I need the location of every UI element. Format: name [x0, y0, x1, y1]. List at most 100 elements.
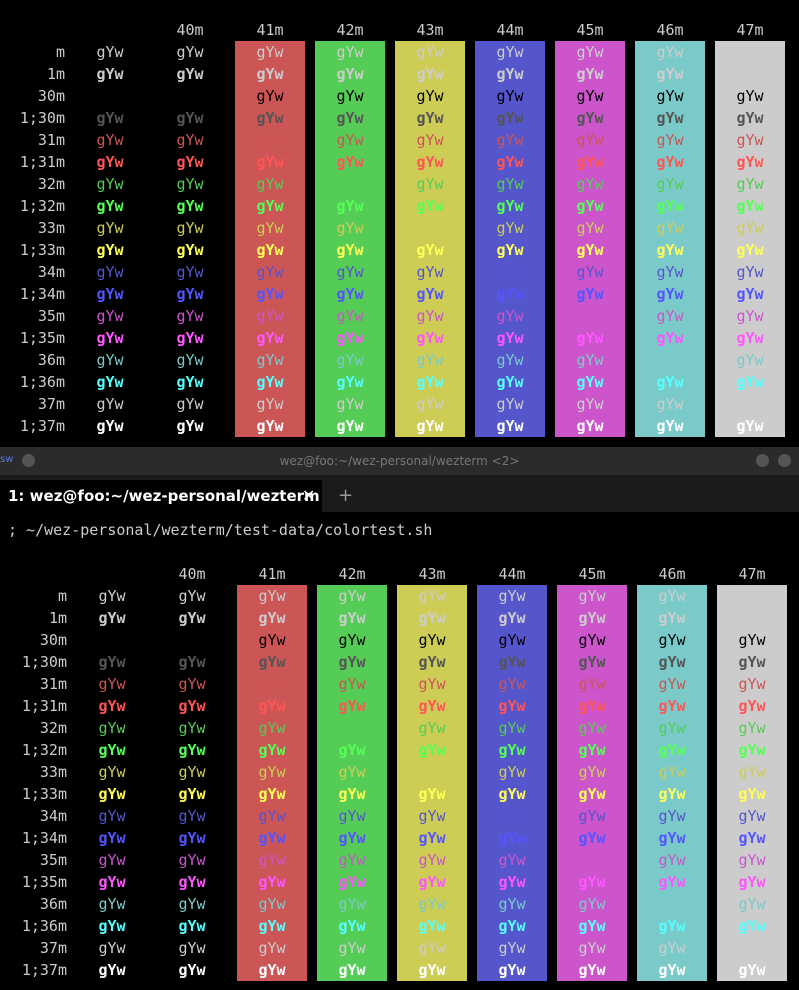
sample-cell: gYw — [576, 87, 604, 105]
bg-column-46m — [635, 41, 705, 437]
sample-cell: gYw — [658, 587, 686, 605]
sample-cell: gYw — [176, 219, 204, 237]
sample-cell: gYw — [178, 675, 206, 693]
sample-cell: gYw — [656, 197, 684, 215]
sample-cell: gYw — [578, 785, 606, 803]
sample-cell: gYw — [738, 939, 766, 957]
sample-cell: gYw — [258, 895, 286, 913]
sample-cell: gYw — [258, 829, 286, 847]
sample-cell: gYw — [498, 587, 526, 605]
sample-cell: gYw — [258, 741, 286, 759]
sample-cell: gYw — [96, 131, 124, 149]
sample-cell: gYw — [658, 763, 686, 781]
sample-cell: gYw — [96, 219, 124, 237]
bg-header-47m: 47m — [736, 21, 764, 39]
sample-cell: gYw — [736, 307, 764, 325]
sample-cell: gYw — [576, 351, 604, 369]
row-label: 1;34m — [21, 829, 67, 847]
bg-column-47m — [717, 585, 787, 981]
sample-cell: gYw — [336, 307, 364, 325]
sample-cell: gYw — [576, 43, 604, 61]
sample-cell: gYw — [498, 917, 526, 935]
row-label: 37m — [39, 939, 67, 957]
bg-header-43m: 43m — [416, 21, 444, 39]
sample-cell: gYw — [576, 175, 604, 193]
sample-cell: gYw — [578, 961, 606, 979]
sample-cell: gYw — [416, 219, 444, 237]
sample-cell: gYw — [418, 873, 446, 891]
sample-cell: gYw — [738, 653, 766, 671]
row-label: 32m — [37, 175, 65, 193]
sample-cell: gYw — [736, 43, 764, 61]
sample-cell: gYw — [256, 153, 284, 171]
tab-bar: 1: wez@foo:~/wez-personal/wezterm ✕ + — [0, 475, 799, 512]
sample-cell: gYw — [178, 763, 206, 781]
sample-cell: gYw — [658, 785, 686, 803]
sample-cell: gYw — [658, 807, 686, 825]
row-label: 1m — [48, 609, 67, 627]
sample-cell: gYw — [578, 851, 606, 869]
sample-cell: gYw — [496, 329, 524, 347]
sample-cell: gYw — [418, 961, 446, 979]
sample-cell: gYw — [736, 175, 764, 193]
sample-cell: gYw — [258, 961, 286, 979]
sample-cell: gYw — [578, 807, 606, 825]
row-label: 1;33m — [21, 785, 67, 803]
maximize-icon[interactable] — [778, 454, 791, 467]
sample-cell: gYw — [416, 307, 444, 325]
bg-header-44m: 44m — [498, 565, 526, 583]
tab-close-icon[interactable]: ✕ — [302, 486, 316, 505]
sample-cell: gYw — [738, 609, 766, 627]
sample-cell: gYw — [498, 939, 526, 957]
minimize-icon[interactable] — [756, 454, 769, 467]
sample-cell: gYw — [336, 43, 364, 61]
sample-cell: gYw — [656, 153, 684, 171]
sample-cell: gYw — [176, 87, 204, 105]
sample-cell: gYw — [338, 807, 366, 825]
row-label: 1;37m — [21, 961, 67, 979]
sample-cell: gYw — [656, 263, 684, 281]
sample-cell: gYw — [416, 329, 444, 347]
window-titlebar[interactable]: sw wez@foo:~/wez-personal/wezterm <2> — [0, 447, 799, 475]
bg-column-43m — [397, 585, 467, 981]
row-label: 35m — [39, 851, 67, 869]
sample-cell: gYw — [576, 241, 604, 259]
terminal-pane-top[interactable]: 40m 41m 42m 43m 44m 45m 46m 47m m gYw gYw gYw gYw gYw… — [0, 0, 799, 447]
sample-cell: gYw — [578, 675, 606, 693]
sample-cell: gYw — [336, 153, 364, 171]
sample-cell: gYw — [98, 961, 126, 979]
window-menu-icon[interactable] — [22, 454, 35, 467]
sample-cell: gYw — [338, 631, 366, 649]
sample-cell: gYw — [418, 917, 446, 935]
sample-cell: gYw — [98, 719, 126, 737]
sample-cell: gYw — [98, 741, 126, 759]
sample-cell: gYw — [256, 131, 284, 149]
row-label: 1;36m — [21, 917, 67, 935]
sample-cell: gYw — [576, 197, 604, 215]
row-label: 1m — [46, 65, 65, 83]
sample-cell: gYw — [738, 785, 766, 803]
sample-cell: gYw — [498, 851, 526, 869]
row-label: 1;34m — [19, 285, 65, 303]
row-label: 33m — [39, 763, 67, 781]
sample-cell: gYw — [336, 197, 364, 215]
sample-cell: gYw — [578, 895, 606, 913]
sample-cell: gYw — [656, 351, 684, 369]
row-label: 1;30m — [19, 109, 65, 127]
row-label: 1;36m — [19, 373, 65, 391]
sample-cell: gYw — [416, 417, 444, 435]
sample-cell: gYw — [736, 373, 764, 391]
sample-cell: gYw — [416, 131, 444, 149]
sample-cell: gYw — [338, 873, 366, 891]
bg-header-46m: 46m — [658, 565, 686, 583]
tab-1[interactable]: 1: wez@foo:~/wez-personal/wezterm ✕ — [0, 480, 322, 512]
sample-cell: gYw — [338, 675, 366, 693]
sample-cell: gYw — [658, 939, 686, 957]
row-label: 34m — [39, 807, 67, 825]
sample-cell: gYw — [256, 109, 284, 127]
sample-cell: gYw — [338, 785, 366, 803]
sample-cell: gYw — [658, 631, 686, 649]
new-tab-button[interactable]: + — [338, 485, 354, 506]
sample-cell: gYw — [176, 285, 204, 303]
row-label: 37m — [37, 395, 65, 413]
